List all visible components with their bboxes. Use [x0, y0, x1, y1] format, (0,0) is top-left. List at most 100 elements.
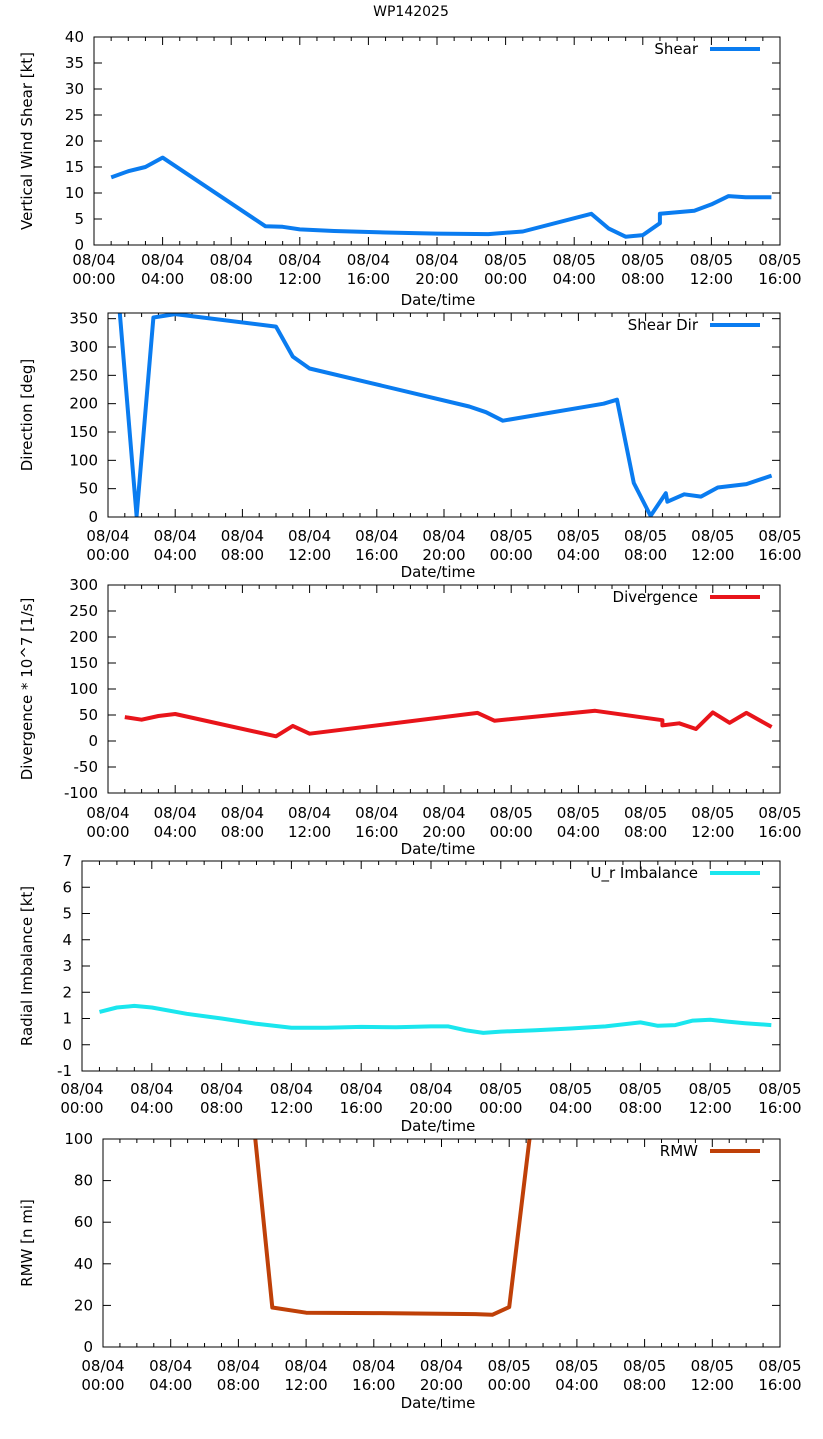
x-tick-label-date: 08/04: [288, 527, 331, 545]
x-tick-label-time: 20:00: [409, 1099, 452, 1117]
y-tick-label: 7: [62, 852, 72, 870]
y-axis-title: RMW [n mi]: [18, 1199, 36, 1287]
y-tick-label: -100: [64, 784, 98, 802]
x-tick-label-time: 00:00: [490, 823, 533, 841]
series-line-shear-dir: [117, 313, 773, 517]
x-tick-label-time: 16:00: [758, 823, 801, 841]
series-line-divergence: [124, 708, 773, 739]
legend-label: Shear Dir: [628, 316, 699, 334]
x-tick-label-time: 08:00: [221, 546, 264, 564]
x-tick-label-time: 16:00: [355, 823, 398, 841]
x-tick-label-time: 16:00: [758, 1376, 801, 1394]
panel-shear: 051015202530354008/0400:0008/0404:0008/0…: [18, 28, 802, 309]
y-tick-label: 60: [74, 1213, 93, 1231]
x-tick-label-date: 08/05: [557, 804, 600, 822]
series-line-shear: [110, 155, 772, 239]
y-tick-label: 35: [65, 54, 84, 72]
x-tick-label-time: 04:00: [549, 1099, 592, 1117]
x-tick-label-time: 12:00: [691, 823, 734, 841]
x-tick-label-date: 08/04: [81, 1357, 124, 1375]
plot-frame: [81, 860, 781, 1072]
x-tick-label-date: 08/05: [490, 804, 533, 822]
x-tick-label-time: 12:00: [691, 1376, 734, 1394]
x-tick-label-date: 08/05: [691, 804, 734, 822]
x-tick-label-date: 08/04: [420, 1357, 463, 1375]
y-tick-label: 0: [83, 1338, 93, 1356]
x-tick-label-time: 04:00: [557, 546, 600, 564]
y-tick-label: 150: [69, 423, 98, 441]
x-axis-title: Date/time: [401, 840, 476, 858]
x-tick-label-date: 08/04: [347, 251, 390, 269]
x-tick-label-time: 12:00: [278, 270, 321, 288]
y-tick-label: 10: [65, 184, 84, 202]
y-axis-title: Radial Imbalance [kt]: [18, 886, 36, 1046]
x-tick-label-date: 08/04: [154, 804, 197, 822]
x-tick-label-date: 08/04: [86, 527, 129, 545]
plot-frame: [107, 312, 781, 518]
x-tick-label-date: 08/05: [549, 1080, 592, 1098]
x-axis-title: Date/time: [401, 563, 476, 581]
x-tick-label-time: 00:00: [86, 823, 129, 841]
x-tick-label-date: 08/05: [490, 527, 533, 545]
x-tick-label-time: 04:00: [555, 1376, 598, 1394]
x-tick-label-time: 08:00: [221, 823, 264, 841]
y-tick-label: 0: [88, 732, 98, 750]
y-tick-label: 0: [62, 1036, 72, 1054]
y-tick-label: 0: [74, 236, 84, 254]
y-tick-label: 0: [88, 508, 98, 526]
x-tick-label-time: 12:00: [284, 1376, 327, 1394]
x-tick-label-time: 12:00: [270, 1099, 313, 1117]
x-tick-label-time: 04:00: [130, 1099, 173, 1117]
y-tick-label: 20: [65, 132, 84, 150]
x-tick-label-date: 08/04: [221, 804, 264, 822]
y-tick-label: 200: [69, 628, 98, 646]
x-tick-label-time: 00:00: [72, 270, 115, 288]
y-tick-label: 50: [79, 480, 98, 498]
y-tick-label: 100: [69, 680, 98, 698]
x-tick-label-time: 08:00: [210, 270, 253, 288]
x-tick-label-date: 08/04: [288, 804, 331, 822]
x-tick-label-time: 12:00: [689, 1099, 732, 1117]
y-tick-label: 1: [62, 1010, 72, 1028]
x-tick-label-date: 08/04: [141, 251, 184, 269]
y-tick-label: 150: [69, 654, 98, 672]
x-tick-label-date: 08/04: [284, 1357, 327, 1375]
y-tick-label: -50: [74, 758, 99, 776]
x-tick-label-date: 08/05: [624, 804, 667, 822]
series-line-rmw: [253, 1139, 532, 1317]
x-tick-label-date: 08/05: [488, 1357, 531, 1375]
x-tick-label-date: 08/04: [130, 1080, 173, 1098]
y-tick-label: 350: [69, 310, 98, 328]
y-tick-label: 20: [74, 1296, 93, 1314]
x-tick-label-time: 08:00: [624, 546, 667, 564]
x-tick-label-date: 08/04: [60, 1080, 103, 1098]
x-tick-label-date: 08/04: [72, 251, 115, 269]
x-tick-label-time: 08:00: [619, 1099, 662, 1117]
x-tick-label-date: 08/05: [691, 527, 734, 545]
x-tick-label-time: 08:00: [623, 1376, 666, 1394]
x-tick-label-date: 08/05: [758, 527, 801, 545]
x-tick-label-time: 20:00: [422, 546, 465, 564]
y-tick-label: 30: [65, 80, 84, 98]
x-tick-label-time: 20:00: [415, 270, 458, 288]
x-tick-label-time: 00:00: [86, 546, 129, 564]
x-tick-label-date: 08/05: [624, 527, 667, 545]
x-tick-label-date: 08/05: [619, 1080, 662, 1098]
x-tick-label-date: 08/05: [689, 1080, 732, 1098]
y-tick-label: 50: [79, 706, 98, 724]
x-tick-label-date: 08/04: [409, 1080, 452, 1098]
panel-shear-dir: 05010015020025030035008/0400:0008/0404:0…: [18, 310, 802, 581]
y-tick-label: -1: [57, 1062, 72, 1080]
x-tick-label-time: 04:00: [553, 270, 596, 288]
y-tick-label: 5: [62, 905, 72, 923]
x-tick-label-date: 08/04: [149, 1357, 192, 1375]
x-tick-label-time: 16:00: [340, 1099, 383, 1117]
y-axis-title: Direction [deg]: [18, 359, 36, 472]
x-tick-label-date: 08/04: [154, 527, 197, 545]
x-tick-label-date: 08/04: [200, 1080, 243, 1098]
x-tick-label-time: 08:00: [200, 1099, 243, 1117]
x-tick-label-time: 08:00: [621, 270, 664, 288]
x-tick-label-date: 08/05: [479, 1080, 522, 1098]
x-axis-title: Date/time: [401, 1117, 476, 1135]
x-tick-label-date: 08/05: [691, 1357, 734, 1375]
